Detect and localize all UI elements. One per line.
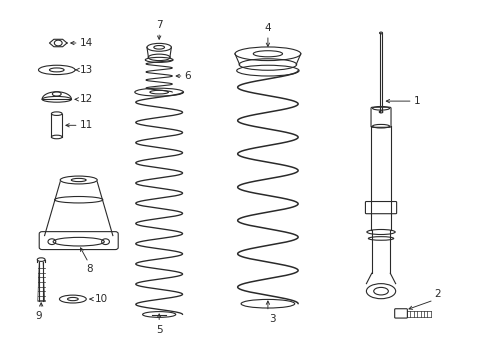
- Text: 4: 4: [264, 23, 271, 33]
- Text: 1: 1: [413, 96, 420, 106]
- Text: 14: 14: [80, 38, 93, 48]
- Text: 8: 8: [86, 264, 93, 274]
- Text: 10: 10: [94, 294, 107, 304]
- Text: 7: 7: [156, 20, 162, 30]
- Text: 11: 11: [80, 120, 93, 130]
- Text: 3: 3: [269, 315, 276, 324]
- Text: 6: 6: [184, 71, 191, 81]
- Text: 2: 2: [433, 289, 440, 299]
- Text: 9: 9: [35, 311, 42, 321]
- Text: 12: 12: [80, 94, 93, 104]
- Text: 5: 5: [156, 325, 162, 335]
- Text: 13: 13: [80, 65, 93, 75]
